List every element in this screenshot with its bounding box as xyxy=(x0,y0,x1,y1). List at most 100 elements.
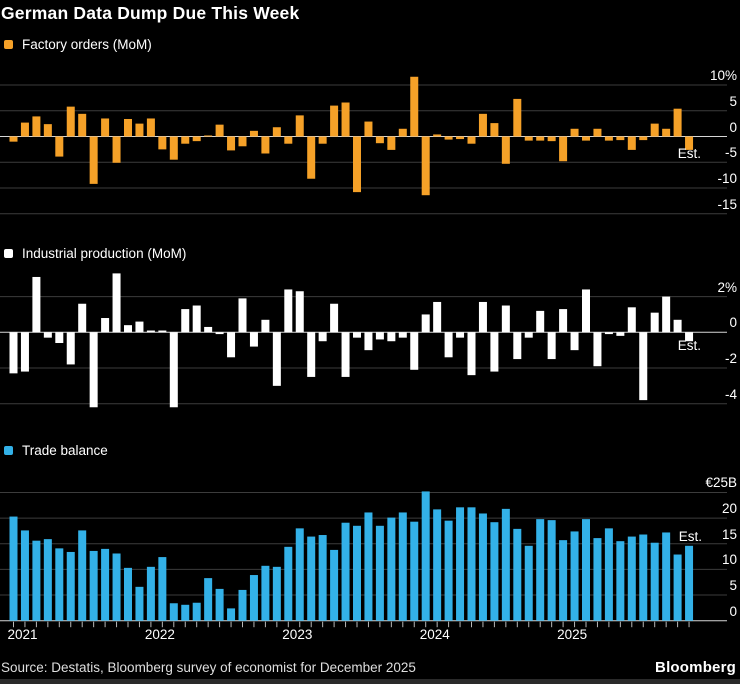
bar xyxy=(364,121,373,137)
bar xyxy=(32,116,41,137)
bar xyxy=(272,566,281,621)
bar xyxy=(456,332,465,338)
y-axis-label: 10 xyxy=(721,552,737,568)
bar xyxy=(582,289,590,333)
bar xyxy=(650,542,659,621)
bar xyxy=(398,512,407,621)
bar xyxy=(192,305,201,333)
bar xyxy=(582,519,590,621)
bar xyxy=(89,332,98,408)
bar xyxy=(433,301,442,333)
bar xyxy=(490,332,499,372)
bar xyxy=(410,332,419,370)
bar xyxy=(66,106,75,137)
bar xyxy=(616,332,625,336)
bar xyxy=(536,136,545,141)
bar xyxy=(318,136,327,144)
bar xyxy=(101,318,110,333)
bar xyxy=(639,534,648,621)
legend-industrial-production: Industrial production (MoM) xyxy=(4,246,186,261)
bar xyxy=(215,124,224,137)
bar xyxy=(353,525,361,621)
trade-balance-swatch-icon xyxy=(4,446,13,455)
bar xyxy=(135,586,144,621)
bar xyxy=(387,517,396,621)
bar xyxy=(570,531,579,621)
bar xyxy=(55,136,64,157)
bar xyxy=(582,136,590,141)
bar xyxy=(604,528,613,621)
bar xyxy=(55,548,64,621)
bar xyxy=(593,332,602,367)
y-axis-label: 0 xyxy=(729,603,737,619)
bar xyxy=(66,332,75,365)
bar xyxy=(249,575,258,621)
bar xyxy=(89,136,98,184)
bar xyxy=(181,604,190,621)
y-axis-label: 20 xyxy=(721,501,737,517)
bar xyxy=(112,273,121,333)
bar xyxy=(124,118,132,137)
bar xyxy=(627,307,636,333)
bar xyxy=(421,314,430,333)
est-label-industrial-production: Est. xyxy=(677,338,701,353)
bar xyxy=(341,332,350,377)
bar xyxy=(112,136,121,163)
bar xyxy=(295,115,304,137)
bar xyxy=(284,289,293,333)
bar xyxy=(673,554,682,621)
bar xyxy=(478,113,487,137)
bar xyxy=(181,136,190,144)
bar xyxy=(20,122,29,137)
bar xyxy=(169,332,178,408)
bar xyxy=(616,136,625,141)
bar xyxy=(124,325,132,333)
bar xyxy=(524,136,533,141)
bar xyxy=(307,136,316,179)
x-axis-year-label: 2025 xyxy=(557,627,588,642)
bar xyxy=(9,516,18,621)
bar xyxy=(490,522,499,621)
bar xyxy=(43,539,52,621)
bar xyxy=(536,519,545,621)
bar xyxy=(456,136,465,140)
bar xyxy=(181,309,190,333)
bar xyxy=(490,123,499,137)
bar xyxy=(169,603,178,621)
bar xyxy=(593,128,602,137)
bar xyxy=(547,136,556,142)
bar xyxy=(204,135,213,137)
bar xyxy=(467,507,476,621)
bar xyxy=(20,332,29,372)
bar xyxy=(501,305,510,333)
bar xyxy=(146,330,155,333)
x-axis-year-label: 2022 xyxy=(144,627,175,642)
bar xyxy=(43,124,52,137)
bar xyxy=(375,525,384,621)
bar xyxy=(421,136,430,196)
factory-orders-swatch-icon xyxy=(4,40,13,49)
bar xyxy=(158,136,167,150)
bar xyxy=(593,538,602,621)
bar xyxy=(398,128,407,137)
y-axis-label: 0 xyxy=(729,315,737,331)
bar xyxy=(249,332,258,347)
y-axis-label: 5 xyxy=(729,93,737,109)
bar xyxy=(330,105,339,137)
y-axis-label: -4 xyxy=(724,386,737,402)
bar xyxy=(478,513,487,621)
bar xyxy=(627,136,636,150)
bar xyxy=(616,541,625,621)
bar xyxy=(639,332,648,401)
bar xyxy=(158,557,167,621)
page-title: German Data Dump Due This Week xyxy=(1,3,300,23)
bar xyxy=(341,522,350,621)
bar-estimate xyxy=(685,136,694,150)
bar xyxy=(124,567,132,621)
y-axis-label: 2% xyxy=(717,279,737,295)
bar xyxy=(215,332,224,335)
y-axis-label: -2 xyxy=(724,351,737,366)
bottom-strip xyxy=(0,679,740,684)
bar xyxy=(513,332,522,360)
bar xyxy=(673,319,682,333)
